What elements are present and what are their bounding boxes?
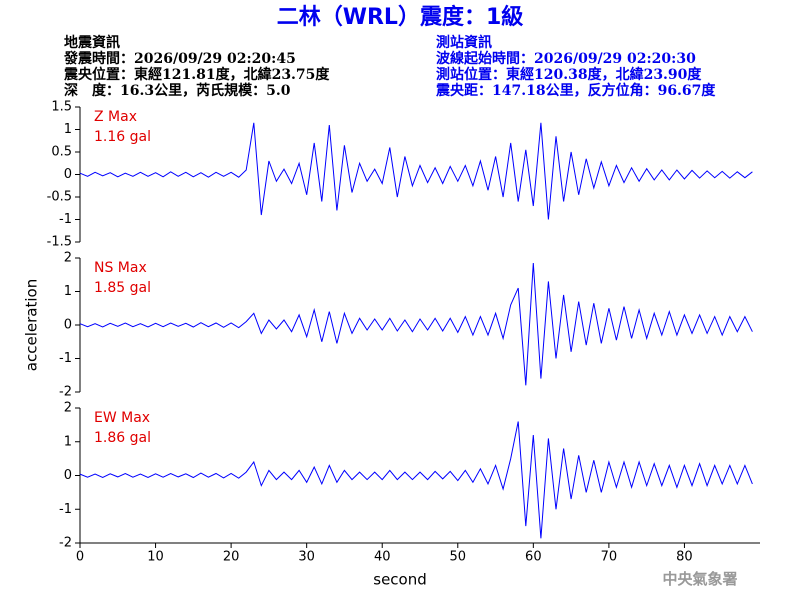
x-tick-label: 80 (676, 550, 693, 565)
y-tick-label: 2 (64, 251, 72, 266)
x-tick-label: 10 (147, 550, 164, 565)
y-tick-label: -2 (59, 385, 72, 400)
x-tick-label: 60 (525, 550, 542, 565)
annotation: 1.86 gal (94, 430, 151, 446)
annotation: Z Max (94, 109, 137, 125)
title: 二林（WRL）震度：1級 (277, 4, 524, 30)
y-tick-label: 1 (64, 122, 72, 137)
x-tick-label: 30 (298, 550, 315, 565)
y-tick-label: -1 (59, 502, 72, 517)
y-tick-label: -2 (59, 536, 72, 551)
y-tick-label: 0 (64, 468, 72, 483)
y-tick-label: 0 (64, 167, 72, 182)
x-tick-label: 0 (76, 550, 84, 565)
info-right: 測站資訊 (436, 34, 492, 51)
info-left: 震央位置：東經121.81度，北緯23.75度 (63, 66, 330, 83)
y-tick-label: 0.5 (51, 145, 72, 160)
y-tick-label: 1.5 (51, 100, 72, 115)
waveform (79, 421, 753, 539)
y-tick-label: -1 (59, 351, 72, 366)
y-axis-label: acceleration (23, 279, 41, 371)
footer: 中央氣象署 (662, 570, 737, 588)
info-left: 地震資訊 (64, 34, 120, 51)
x-tick-label: 20 (223, 550, 240, 565)
waveform (79, 122, 753, 220)
x-tick-label: 40 (374, 550, 391, 565)
x-tick-label: 50 (450, 550, 467, 565)
info-left: 發震時間：2026/09/29 02:20:45 (63, 50, 296, 67)
annotation: 1.85 gal (94, 280, 151, 296)
info-left: 深 度：16.3公里，芮氏規模：5.0 (64, 82, 291, 99)
x-tick-label: 70 (601, 550, 618, 565)
y-tick-label: 1 (64, 284, 72, 299)
y-tick-label: 0 (64, 318, 72, 333)
x-axis-label: second (373, 571, 427, 589)
y-tick-label: 1 (64, 434, 72, 449)
annotation: 1.16 gal (94, 129, 151, 145)
annotation: EW Max (94, 410, 150, 426)
info-right: 波線起始時間：2026/09/29 02:20:30 (436, 50, 696, 67)
annotation: NS Max (94, 260, 147, 276)
waveform (79, 262, 753, 386)
info-right: 測站位置：東經120.38度，北緯23.90度 (436, 66, 702, 83)
y-tick-label: 2 (64, 401, 72, 416)
y-tick-label: -0.5 (47, 190, 72, 205)
y-tick-label: -1.5 (47, 235, 72, 250)
y-tick-label: -1 (59, 212, 72, 227)
info-right: 震央距：147.18公里，反方位角：96.67度 (435, 82, 716, 99)
